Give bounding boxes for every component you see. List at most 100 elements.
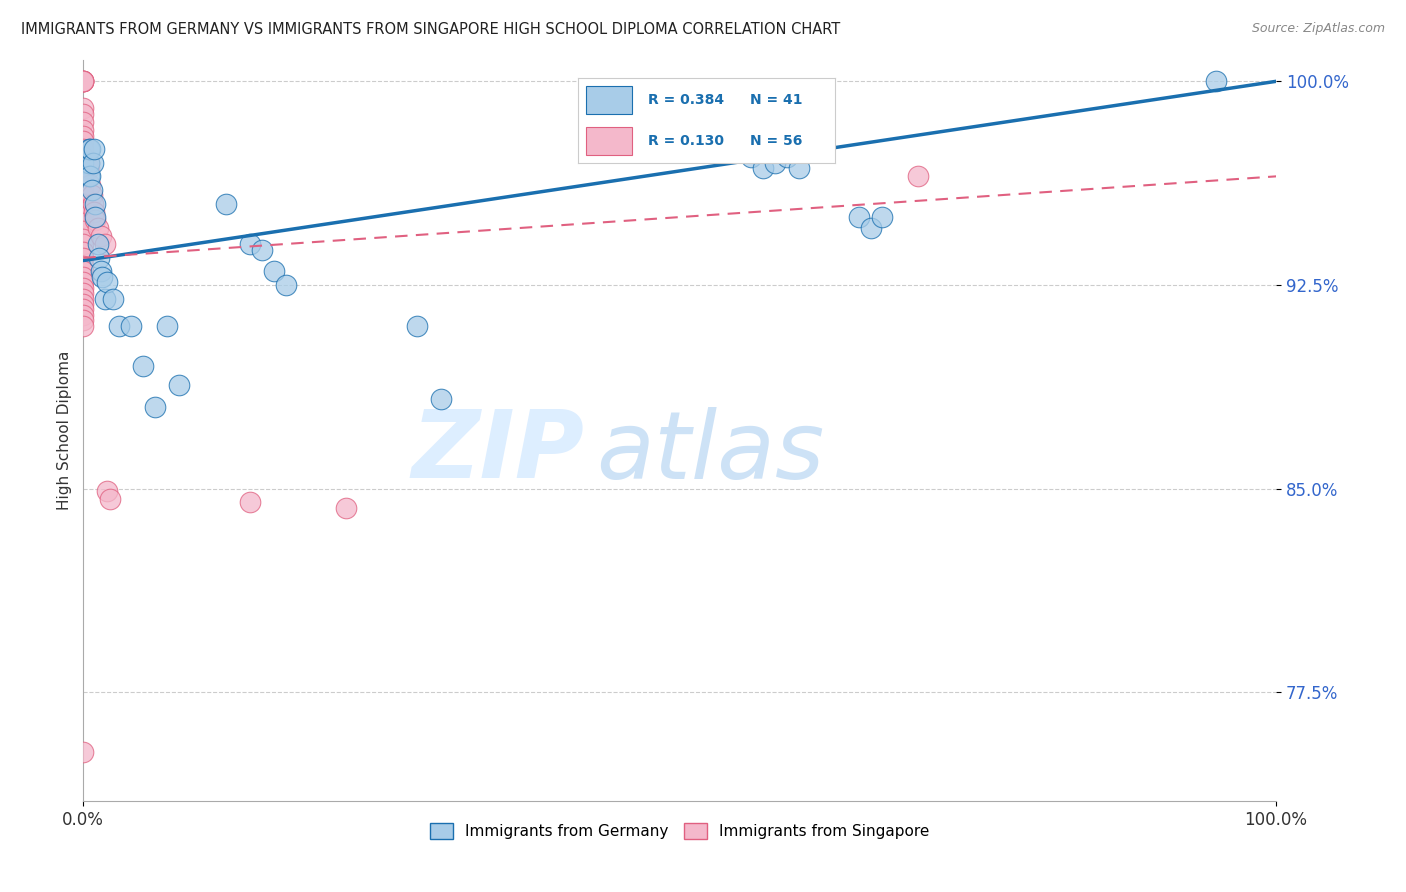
Point [72, 292, 94, 306]
Point [156, 318, 179, 333]
Point [77, 155, 100, 169]
Point [80, 188, 103, 202]
Point [72, 74, 94, 88]
Point [752, 161, 775, 176]
Text: ZIP: ZIP [412, 407, 585, 499]
Point [239, 237, 262, 252]
Point [72, 215, 94, 229]
Point [72, 745, 94, 759]
Point [94, 237, 117, 252]
Point [72, 115, 94, 129]
Point [859, 221, 882, 235]
Point [72, 286, 94, 301]
Point [108, 318, 131, 333]
Point [72, 297, 94, 311]
Point [239, 495, 262, 509]
Point [72, 302, 94, 317]
Point [86, 221, 108, 235]
Point [72, 123, 94, 137]
Point [83, 142, 105, 156]
Point [167, 378, 190, 392]
Point [79, 178, 101, 192]
Point [72, 183, 94, 197]
Point [72, 264, 94, 278]
Point [72, 169, 94, 184]
Point [335, 500, 357, 515]
Point [96, 275, 118, 289]
Point [72, 232, 94, 246]
Point [84, 210, 107, 224]
Point [848, 210, 870, 224]
Point [79, 142, 101, 156]
Point [77, 142, 100, 156]
Point [72, 245, 94, 260]
Point [82, 155, 104, 169]
Point [94, 292, 117, 306]
Point [263, 264, 285, 278]
Y-axis label: High School Diploma: High School Diploma [58, 351, 72, 510]
Point [87, 251, 110, 265]
Point [120, 318, 142, 333]
Point [728, 142, 751, 156]
Point [740, 150, 762, 164]
Point [84, 212, 107, 227]
Point [763, 155, 786, 169]
Point [90, 229, 112, 244]
Point [274, 277, 297, 292]
Point [406, 318, 429, 333]
Point [72, 251, 94, 265]
Point [96, 484, 118, 499]
Point [72, 204, 94, 219]
Point [1205, 74, 1227, 88]
Text: IMMIGRANTS FROM GERMANY VS IMMIGRANTS FROM SINGAPORE HIGH SCHOOL DIPLOMA CORRELA: IMMIGRANTS FROM GERMANY VS IMMIGRANTS FR… [21, 22, 841, 37]
Point [77, 161, 100, 176]
Point [72, 210, 94, 224]
Point [72, 224, 94, 238]
Point [98, 492, 121, 507]
Point [72, 74, 94, 88]
Point [72, 134, 94, 148]
Point [82, 196, 104, 211]
Point [72, 74, 94, 88]
Point [90, 264, 112, 278]
Point [77, 155, 100, 169]
Point [72, 74, 94, 88]
Point [250, 243, 273, 257]
Point [72, 102, 94, 116]
Point [72, 318, 94, 333]
Point [72, 259, 94, 273]
Point [143, 400, 166, 414]
Point [83, 204, 105, 219]
Point [72, 107, 94, 121]
Point [79, 169, 101, 184]
Point [72, 128, 94, 143]
Point [72, 161, 94, 176]
Point [776, 150, 799, 164]
Point [72, 150, 94, 164]
Point [72, 237, 94, 252]
Point [72, 188, 94, 202]
Point [430, 392, 453, 406]
Point [872, 210, 894, 224]
Point [84, 196, 107, 211]
Point [91, 269, 114, 284]
Point [72, 281, 94, 295]
Point [907, 169, 929, 184]
Legend: Immigrants from Germany, Immigrants from Singapore: Immigrants from Germany, Immigrants from… [425, 817, 935, 845]
Point [72, 142, 94, 156]
Point [72, 275, 94, 289]
Point [86, 237, 108, 252]
Point [72, 313, 94, 327]
Point [215, 196, 238, 211]
Point [72, 155, 94, 169]
Point [132, 359, 155, 374]
Text: Source: ZipAtlas.com: Source: ZipAtlas.com [1251, 22, 1385, 36]
Point [787, 161, 810, 176]
Point [72, 308, 94, 322]
Point [77, 169, 100, 184]
Point [72, 74, 94, 88]
Point [72, 155, 94, 169]
Point [72, 178, 94, 192]
Point [101, 292, 124, 306]
Point [72, 196, 94, 211]
